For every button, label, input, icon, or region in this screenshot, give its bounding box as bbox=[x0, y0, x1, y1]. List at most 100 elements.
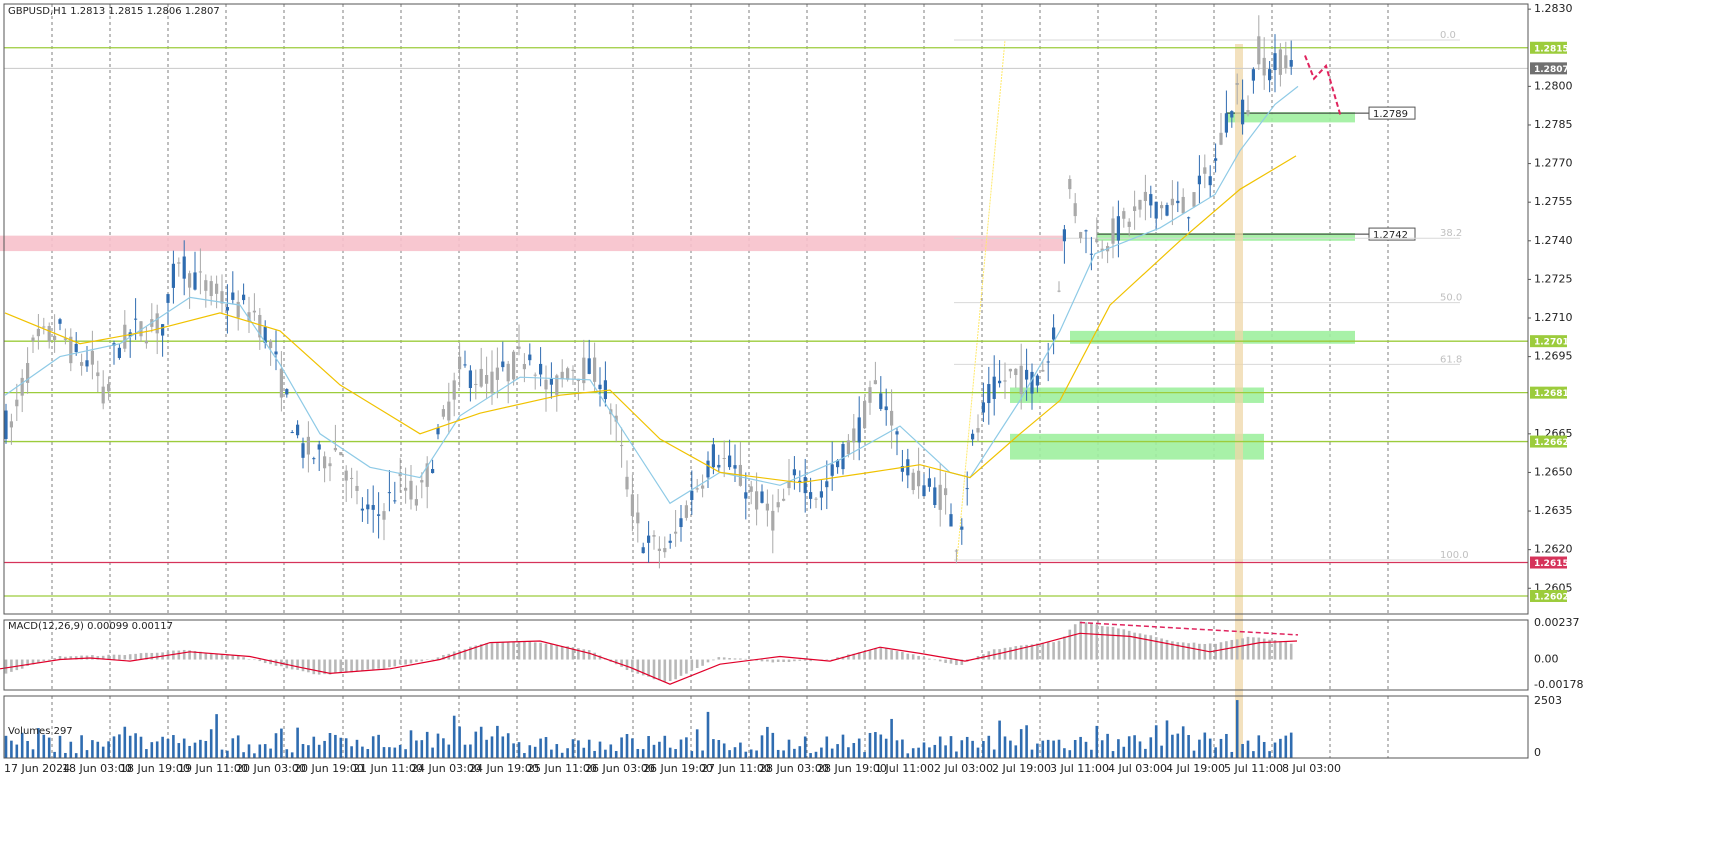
candle-body bbox=[458, 356, 462, 370]
candle-body bbox=[231, 292, 235, 300]
candle-body bbox=[863, 401, 867, 429]
volume-bar bbox=[706, 711, 710, 758]
macd-bar bbox=[242, 657, 245, 660]
candle-body bbox=[177, 262, 181, 264]
candle-body bbox=[468, 370, 472, 388]
volume-bar bbox=[1019, 729, 1023, 758]
volume-bar bbox=[571, 739, 575, 758]
volume-bar bbox=[215, 714, 218, 758]
candle-body bbox=[906, 459, 910, 476]
candle-body bbox=[263, 326, 267, 344]
volume-bar bbox=[1133, 735, 1136, 758]
candle-body bbox=[47, 326, 51, 342]
horizontal-levels bbox=[4, 47, 1528, 597]
macd-bar bbox=[928, 658, 931, 660]
volume-bar bbox=[145, 749, 148, 758]
macd-bar bbox=[1019, 645, 1023, 660]
volume-bar bbox=[658, 741, 661, 758]
macd-bar bbox=[544, 643, 548, 660]
volume-bar bbox=[641, 749, 645, 758]
time-tick-label: 18 Jun 03:00 bbox=[62, 762, 132, 775]
candle-body bbox=[733, 465, 737, 469]
candle-body bbox=[296, 424, 300, 436]
candle-body bbox=[4, 410, 8, 439]
volume-bar bbox=[247, 744, 251, 758]
macd-bar bbox=[1073, 624, 1077, 660]
volume-bar bbox=[496, 725, 499, 758]
volume-bar bbox=[74, 753, 78, 758]
candle-body bbox=[566, 368, 570, 380]
candle-body bbox=[1030, 371, 1034, 394]
macd-bar bbox=[528, 641, 532, 660]
macd-bar bbox=[798, 659, 802, 661]
macd-tick-label: 0.00237 bbox=[1534, 616, 1580, 629]
macd-bar bbox=[26, 659, 29, 666]
candle-body bbox=[247, 312, 251, 321]
macd-bar bbox=[182, 649, 186, 660]
volume-bar bbox=[1025, 725, 1028, 758]
volume-bar bbox=[685, 737, 688, 758]
candle-body bbox=[134, 318, 138, 320]
volume-bar bbox=[1219, 738, 1223, 758]
volume-bar bbox=[155, 741, 159, 758]
candle-body bbox=[695, 488, 699, 490]
volume-bar bbox=[501, 736, 505, 758]
volume-bar bbox=[404, 749, 407, 758]
candle-body bbox=[809, 492, 813, 499]
price-tick-label: 1.2695 bbox=[1534, 350, 1573, 363]
macd-bar bbox=[361, 659, 364, 671]
volume-bar bbox=[166, 738, 170, 758]
highlight-band bbox=[1235, 44, 1243, 758]
candle-body bbox=[252, 310, 256, 313]
macd-bar bbox=[1133, 632, 1136, 660]
time-tick-label: 5 Jul 11:00 bbox=[1224, 762, 1283, 775]
fib-trend-line bbox=[956, 39, 1006, 560]
volume-bar bbox=[868, 732, 872, 758]
price-tag bbox=[1530, 589, 1567, 602]
macd-bar bbox=[636, 659, 640, 674]
volume-bar bbox=[485, 739, 488, 758]
candle-body bbox=[306, 436, 310, 455]
candle-body bbox=[1052, 327, 1056, 340]
macd-bar bbox=[107, 654, 110, 660]
candle-body bbox=[1214, 158, 1218, 161]
volume-bar bbox=[280, 728, 283, 758]
macd-bar bbox=[231, 655, 235, 660]
macd-bar bbox=[193, 650, 197, 660]
macd-bar bbox=[404, 659, 407, 665]
macd-bar bbox=[863, 651, 866, 660]
candle-body bbox=[620, 445, 624, 447]
volume-bar bbox=[841, 734, 845, 758]
macd-bar bbox=[355, 659, 359, 672]
price-tick-label: 1.2785 bbox=[1534, 118, 1573, 131]
volume-bar bbox=[1144, 748, 1147, 758]
volume-bar bbox=[1084, 741, 1088, 758]
volume-bar bbox=[290, 752, 294, 758]
macd-bar bbox=[760, 659, 764, 662]
volume-bar bbox=[26, 741, 29, 758]
time-tick-label: 28 Jun 19:00 bbox=[817, 762, 887, 775]
macd-bar bbox=[625, 659, 629, 671]
volume-bar bbox=[895, 740, 899, 758]
candle-body bbox=[711, 444, 715, 468]
macd-bar bbox=[1127, 630, 1131, 660]
volume-bar bbox=[1127, 736, 1131, 758]
macd-bar bbox=[490, 643, 494, 660]
volume-bar bbox=[577, 740, 580, 758]
time-tick-label: 24 Jun 19:00 bbox=[469, 762, 539, 775]
macd-bar bbox=[31, 659, 35, 665]
macd-bar bbox=[658, 659, 661, 681]
candle-body bbox=[684, 505, 688, 518]
candle-body bbox=[798, 480, 802, 483]
panel-frames bbox=[3, 3, 1529, 759]
volume-bar bbox=[231, 738, 235, 758]
candle-body bbox=[517, 346, 521, 349]
price-tag bbox=[1530, 435, 1567, 448]
fibonacci-levels: 0.0 38.2 50.0 61.8 100.0 bbox=[954, 30, 1469, 758]
symbol-header: GBPUSD,H1 1.2813 1.2815 1.2806 1.2807 bbox=[8, 6, 220, 17]
volume-bar bbox=[1257, 735, 1261, 758]
candle-body bbox=[992, 376, 996, 399]
volume-bar bbox=[366, 749, 370, 758]
macd-bar bbox=[139, 653, 143, 660]
